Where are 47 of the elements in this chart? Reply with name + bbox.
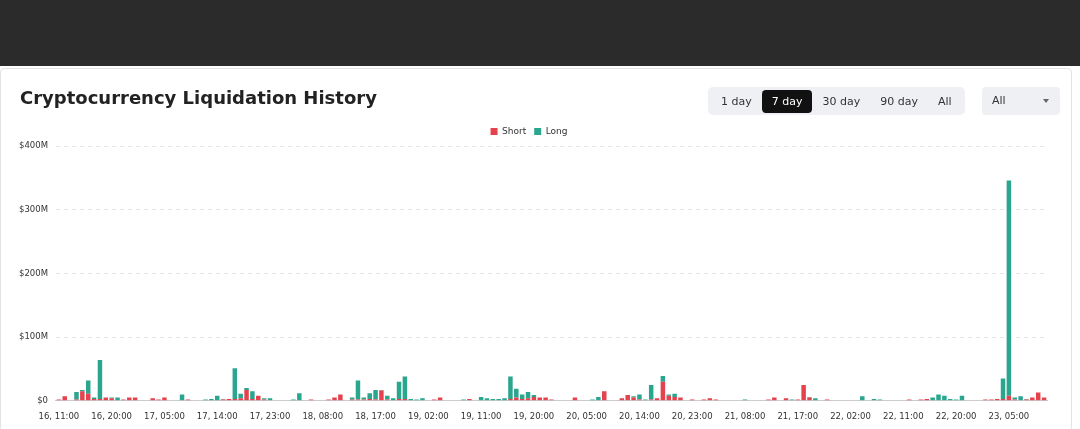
bar — [596, 396, 601, 401]
x-tick-label: 22, 11:00 — [882, 411, 924, 422]
bar — [860, 396, 865, 401]
x-tick-label: 17, 23:00 — [249, 411, 291, 422]
bar — [250, 391, 255, 399]
legend-label: Short — [502, 125, 527, 136]
x-tick-label: 19, 02:00 — [407, 411, 449, 422]
x-tick-label: 19, 11:00 — [460, 411, 502, 422]
y-tick-label: $400M — [19, 140, 48, 151]
x-tick-label: 18, 17:00 — [355, 411, 396, 422]
text: 30 day — [821, 93, 862, 110]
bar — [355, 380, 361, 400]
bar — [602, 391, 607, 401]
x-tick-label: 16, 20:00 — [91, 411, 133, 422]
text: 7 day — [761, 89, 813, 113]
bar — [150, 398, 155, 401]
x-tick-label: 20, 05:00 — [566, 411, 608, 422]
y-tick-label: $0 — [37, 395, 48, 405]
bar — [648, 384, 654, 400]
x-tick-label: 22, 02:00 — [830, 411, 871, 422]
x-tick-label: 23, 05:00 — [988, 411, 1030, 422]
text: All — [992, 94, 1006, 107]
bar — [179, 394, 185, 401]
bar — [97, 360, 103, 399]
x-tick-label: 19, 20:00 — [513, 411, 555, 422]
x-tick-label: 20, 23:00 — [671, 411, 713, 422]
bar — [478, 396, 484, 401]
text: 90 day — [879, 93, 919, 110]
x-tick-label: 17, 14:00 — [196, 411, 238, 422]
x-tick-label: 18, 08:00 — [302, 411, 344, 422]
text: All — [936, 93, 953, 110]
x-tick-label: 17, 05:00 — [144, 411, 185, 422]
legend-label: Long — [545, 125, 568, 136]
bar — [297, 393, 302, 401]
x-tick-label: 21, 17:00 — [777, 411, 819, 422]
x-tick-label: 20, 14:00 — [619, 411, 660, 422]
y-tick-label: $200M — [19, 267, 48, 278]
y-tick-label: $100M — [19, 331, 48, 342]
bar — [379, 390, 384, 401]
chart-title: Cryptocurrency Liquidation History — [20, 87, 377, 108]
bar — [74, 391, 79, 400]
text: 1 day — [720, 93, 753, 110]
x-tick-label: 21, 08:00 — [724, 411, 766, 422]
bar — [660, 375, 666, 382]
x-tick-label: 16, 11:00 — [38, 411, 80, 422]
y-tick-label: $300M — [19, 203, 48, 214]
x-tick-label: 22, 20:00 — [935, 411, 977, 422]
